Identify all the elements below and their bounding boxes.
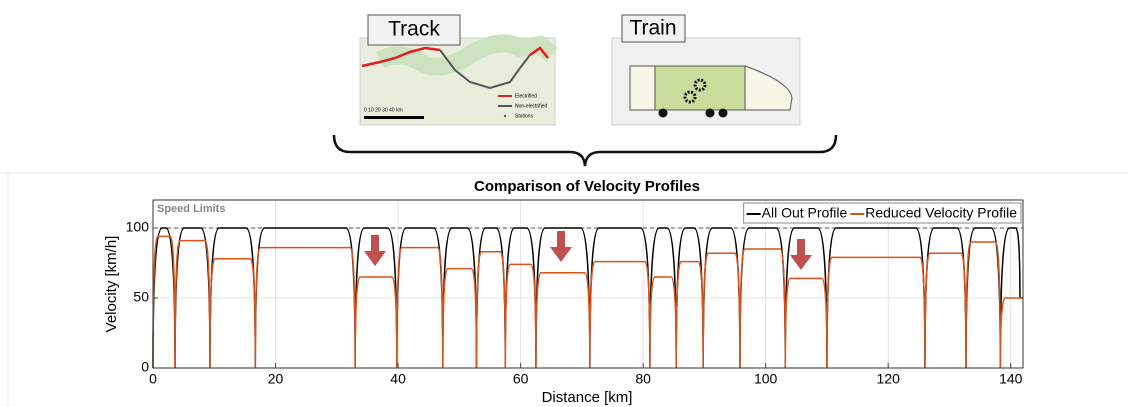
y-tick-label: 100: [126, 219, 150, 235]
wheel: [659, 109, 668, 118]
x-tick-label: 80: [635, 371, 651, 387]
map-legend-key: [504, 115, 506, 117]
x-axis-label: Distance [km]: [542, 389, 633, 406]
figure: Electrified Non-electrified Stations 0 1…: [0, 0, 1128, 407]
train-panel: Train: [612, 15, 800, 125]
speed-limit-label: Speed Limits: [157, 203, 225, 215]
y-axis-label: Velocity [km/h]: [103, 236, 120, 333]
plot-area: 0 20 40 60 80 100 120 140 0 50 100 Speed Limits All …: [126, 200, 1023, 387]
wheel: [706, 109, 715, 118]
map-legend-text: Electrified: [515, 93, 537, 99]
brace: [334, 135, 836, 166]
chart-title: Comparison of Velocity Profiles: [474, 178, 700, 195]
map-scale-bar: [364, 116, 424, 119]
y-tick-label: 0: [141, 359, 149, 375]
track-panel: Electrified Non-electrified Stations 0 1…: [360, 15, 555, 125]
page: Electrified Non-electrified Stations 0 1…: [0, 0, 1128, 407]
train-car: [655, 66, 745, 110]
map-legend-text: Stations: [515, 113, 534, 119]
x-tick-label: 60: [513, 371, 529, 387]
legend-label: All Out Profile: [762, 205, 848, 221]
wheel: [719, 109, 728, 118]
x-tick-label: 120: [877, 371, 901, 387]
x-tick-label: 20: [268, 371, 284, 387]
x-tick-label: 0: [149, 371, 157, 387]
x-tick-label: 40: [390, 371, 406, 387]
train-label: Train: [629, 17, 676, 40]
y-tick-label: 50: [133, 289, 149, 305]
map-legend-text: Non-electrified: [515, 103, 547, 109]
x-tick-label: 100: [754, 371, 778, 387]
track-label: Track: [388, 18, 440, 41]
legend: All Out Profile Reduced Velocity Profile: [744, 203, 1021, 223]
legend-label: Reduced Velocity Profile: [865, 205, 1017, 221]
x-tick-label: 140: [999, 371, 1023, 387]
map-scale-text: 0 10 20 30 40 km: [364, 107, 403, 113]
